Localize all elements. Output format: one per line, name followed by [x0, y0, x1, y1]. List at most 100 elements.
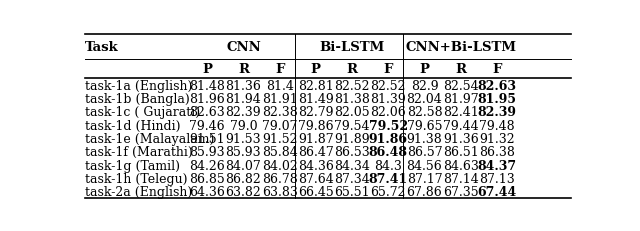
Text: 86.57: 86.57: [406, 146, 442, 158]
Text: 86.51: 86.51: [443, 146, 479, 158]
Text: 79.44: 79.44: [443, 119, 479, 132]
Text: 86.85: 86.85: [189, 172, 225, 185]
Text: F: F: [275, 63, 284, 76]
Text: 85.93: 85.93: [189, 146, 225, 158]
Text: 79.65: 79.65: [407, 119, 442, 132]
Text: 81.36: 81.36: [225, 79, 261, 92]
Text: 82.52: 82.52: [371, 79, 406, 92]
Text: 82.63: 82.63: [477, 79, 516, 92]
Text: 81.49: 81.49: [298, 92, 333, 105]
Text: 86.38: 86.38: [479, 146, 515, 158]
Text: task-1c ( Gujarati): task-1c ( Gujarati): [85, 106, 200, 119]
Text: 82.38: 82.38: [262, 106, 298, 119]
Text: 81.39: 81.39: [371, 92, 406, 105]
Text: 82.39: 82.39: [477, 106, 516, 119]
Text: P: P: [202, 63, 212, 76]
Text: CNN+Bi-LSTM: CNN+Bi-LSTM: [405, 41, 516, 54]
Text: 81.38: 81.38: [334, 92, 370, 105]
Text: 81.97: 81.97: [443, 92, 479, 105]
Text: 82.41: 82.41: [443, 106, 479, 119]
Text: P: P: [311, 63, 321, 76]
Text: 82.9: 82.9: [411, 79, 438, 92]
Text: 81.95: 81.95: [477, 92, 516, 105]
Text: R: R: [238, 63, 249, 76]
Text: 91.32: 91.32: [479, 132, 515, 145]
Text: 81.48: 81.48: [189, 79, 225, 92]
Text: 84.56: 84.56: [406, 159, 442, 172]
Text: 82.39: 82.39: [226, 106, 261, 119]
Text: 63.82: 63.82: [225, 185, 261, 198]
Text: 91.87: 91.87: [298, 132, 333, 145]
Text: P: P: [419, 63, 429, 76]
Text: 87.13: 87.13: [479, 172, 515, 185]
Text: 81.94: 81.94: [225, 92, 261, 105]
Text: Task: Task: [85, 41, 118, 54]
Text: 79.86: 79.86: [298, 119, 333, 132]
Text: task-1e (Malayalam): task-1e (Malayalam): [85, 132, 214, 145]
Text: 79.07: 79.07: [262, 119, 298, 132]
Text: task-1d (Hindi): task-1d (Hindi): [85, 119, 180, 132]
Text: 87.41: 87.41: [369, 172, 408, 185]
Text: 84.36: 84.36: [298, 159, 334, 172]
Text: 65.72: 65.72: [371, 185, 406, 198]
Text: 82.54: 82.54: [443, 79, 479, 92]
Text: 86.48: 86.48: [369, 146, 408, 158]
Text: 91.36: 91.36: [443, 132, 479, 145]
Text: 63.83: 63.83: [262, 185, 298, 198]
Text: 87.34: 87.34: [334, 172, 370, 185]
Text: 84.34: 84.34: [334, 159, 370, 172]
Text: 84.37: 84.37: [477, 159, 516, 172]
Text: 81.91: 81.91: [262, 92, 298, 105]
Text: 81.4: 81.4: [266, 79, 294, 92]
Text: task-1h (Telegu): task-1h (Telegu): [85, 172, 188, 185]
Text: task-2a (English): task-2a (English): [85, 185, 192, 198]
Text: R: R: [455, 63, 466, 76]
Text: 84.07: 84.07: [225, 159, 261, 172]
Text: 82.05: 82.05: [334, 106, 370, 119]
Text: Bi-LSTM: Bi-LSTM: [319, 41, 385, 54]
Text: 79.52: 79.52: [369, 119, 408, 132]
Text: 91.52: 91.52: [262, 132, 298, 145]
Text: 86.82: 86.82: [225, 172, 261, 185]
Text: 91.53: 91.53: [226, 132, 261, 145]
Text: 84.3: 84.3: [374, 159, 402, 172]
Text: 66.45: 66.45: [298, 185, 333, 198]
Text: 87.64: 87.64: [298, 172, 333, 185]
Text: 91.86: 91.86: [369, 132, 408, 145]
Text: 79.48: 79.48: [479, 119, 515, 132]
Text: 86.47: 86.47: [298, 146, 333, 158]
Text: 82.79: 82.79: [298, 106, 333, 119]
Text: 87.14: 87.14: [443, 172, 479, 185]
Text: 67.86: 67.86: [406, 185, 442, 198]
Text: 64.36: 64.36: [189, 185, 225, 198]
Text: 79.54: 79.54: [334, 119, 370, 132]
Text: 79.46: 79.46: [189, 119, 225, 132]
Text: 84.63: 84.63: [443, 159, 479, 172]
Text: 82.58: 82.58: [406, 106, 442, 119]
Text: 82.52: 82.52: [334, 79, 370, 92]
Text: 67.35: 67.35: [443, 185, 479, 198]
Text: 86.53: 86.53: [334, 146, 370, 158]
Text: 67.44: 67.44: [477, 185, 516, 198]
Text: 82.06: 82.06: [371, 106, 406, 119]
Text: 65.51: 65.51: [334, 185, 370, 198]
Text: F: F: [383, 63, 393, 76]
Text: 81.96: 81.96: [189, 92, 225, 105]
Text: 91.51: 91.51: [189, 132, 225, 145]
Text: 91.89: 91.89: [334, 132, 370, 145]
Text: 84.02: 84.02: [262, 159, 298, 172]
Text: task-1b (Bangla): task-1b (Bangla): [85, 92, 189, 105]
Text: 86.78: 86.78: [262, 172, 298, 185]
Text: task-1f (Marathi): task-1f (Marathi): [85, 146, 193, 158]
Text: 85.93: 85.93: [226, 146, 261, 158]
Text: F: F: [492, 63, 502, 76]
Text: 87.17: 87.17: [406, 172, 442, 185]
Text: CNN: CNN: [226, 41, 261, 54]
Text: 82.63: 82.63: [189, 106, 225, 119]
Text: 84.26: 84.26: [189, 159, 225, 172]
Text: task-1a (English): task-1a (English): [85, 79, 193, 92]
Text: task-1g (Tamil): task-1g (Tamil): [85, 159, 180, 172]
Text: 82.81: 82.81: [298, 79, 333, 92]
Text: 91.38: 91.38: [406, 132, 442, 145]
Text: R: R: [346, 63, 358, 76]
